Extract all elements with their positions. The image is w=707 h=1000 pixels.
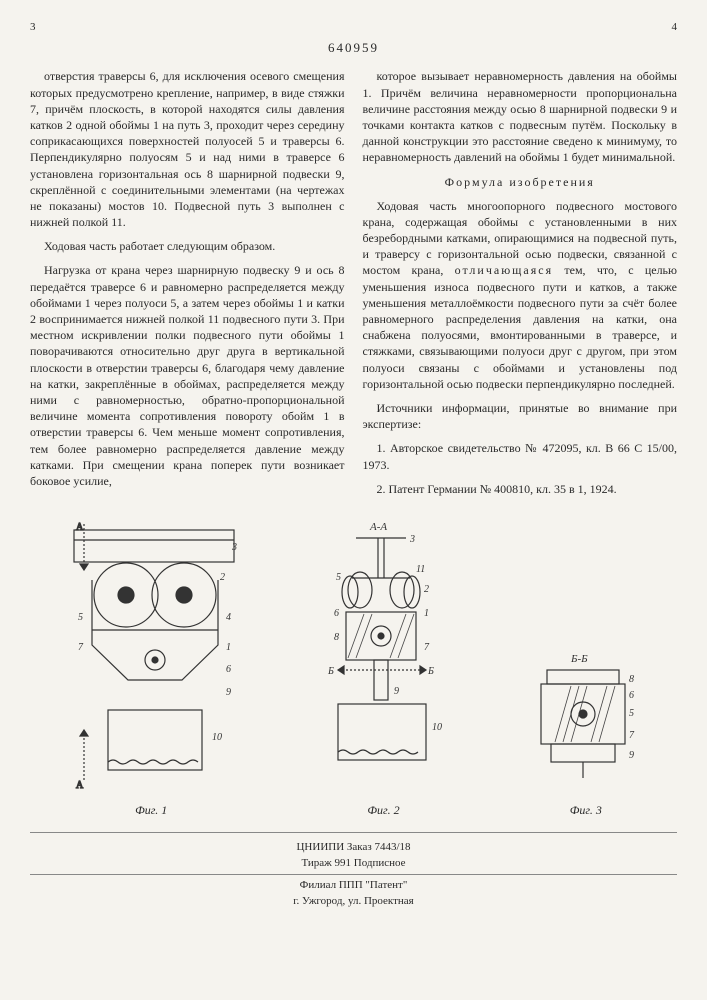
svg-text:9: 9 [629, 750, 634, 761]
svg-text:7: 7 [78, 642, 84, 653]
right-p2: Ходовая часть многоопорного подвесного м… [363, 198, 678, 392]
svg-text:5: 5 [336, 572, 341, 583]
footer-filial: Филиал ППП "Патент" [30, 878, 677, 893]
svg-text:3: 3 [231, 542, 237, 553]
svg-text:6: 6 [629, 690, 634, 701]
page-num-right: 4 [672, 20, 678, 35]
right-column: которое вызывает неравномерность давлени… [363, 68, 678, 505]
svg-text:9: 9 [394, 686, 399, 697]
source-2: 2. Патент Германии № 400810, кл. 35 в 1,… [363, 481, 678, 497]
fig2-svg: А-А [298, 520, 468, 800]
svg-text:А-А: А-А [369, 521, 387, 533]
svg-text:10: 10 [432, 722, 442, 733]
page-header: 3 4 [30, 20, 677, 35]
svg-text:5: 5 [78, 612, 83, 623]
svg-text:8: 8 [334, 632, 339, 643]
claim-distinguish: отличающаяся [455, 263, 553, 277]
svg-text:11: 11 [416, 564, 425, 575]
patent-number: 640959 [30, 39, 677, 57]
svg-text:4: 4 [226, 612, 231, 623]
svg-text:A: A [76, 780, 84, 791]
claim-body: тем, что, с целью уменьшения износа подв… [363, 263, 678, 390]
fig1-label: Фиг. 1 [56, 802, 246, 818]
left-p1: отверстия траверсы 6, для исключения осе… [30, 68, 345, 230]
svg-text:1: 1 [424, 608, 429, 619]
svg-text:6: 6 [334, 608, 339, 619]
formula-title: Формула изобретения [363, 174, 678, 190]
sources-title: Источники информации, принятые во вниман… [363, 400, 678, 432]
right-p1: которое вызывает неравномерность давлени… [363, 68, 678, 165]
svg-text:A: A [76, 522, 84, 533]
footer: ЦНИИПИ Заказ 7443/18 Тираж 991 Подписное… [30, 832, 677, 908]
svg-text:7: 7 [629, 730, 635, 741]
figure-1: A A 3 [56, 520, 246, 818]
figure-2: А-А [298, 520, 468, 818]
left-column: отверстия траверсы 6, для исключения осе… [30, 68, 345, 505]
page-num-left: 3 [30, 20, 36, 35]
fig1-svg: A A 3 [56, 520, 246, 800]
svg-text:7: 7 [424, 642, 430, 653]
fig3-svg: Б-Б 8 6 5 7 [521, 650, 651, 800]
source-1: 1. Авторское свидетельство № 472095, кл.… [363, 440, 678, 472]
footer-order: ЦНИИПИ Заказ 7443/18 [30, 840, 677, 855]
svg-text:10: 10 [212, 732, 222, 743]
fig3-label: Фиг. 3 [521, 802, 651, 818]
footer-address: г. Ужгород, ул. Проектная [30, 894, 677, 909]
svg-text:1: 1 [226, 642, 231, 653]
svg-text:2: 2 [424, 584, 429, 595]
svg-text:6: 6 [226, 664, 231, 675]
svg-text:5: 5 [629, 708, 634, 719]
left-p3: Нагрузка от крана через шарнирную подвес… [30, 262, 345, 489]
svg-text:2: 2 [220, 572, 225, 583]
svg-text:3: 3 [409, 534, 415, 545]
figures-row: A A 3 [30, 520, 677, 818]
figure-3: Б-Б 8 6 5 7 [521, 650, 651, 818]
fig2-label: Фиг. 2 [298, 802, 468, 818]
svg-text:8: 8 [629, 674, 634, 685]
left-p2: Ходовая часть работает следующим образом… [30, 238, 345, 254]
footer-tirazh: Тираж 991 Подписное [30, 856, 677, 871]
svg-text:9: 9 [226, 687, 231, 698]
svg-text:Б: Б [327, 666, 334, 677]
svg-text:Б: Б [427, 666, 434, 677]
svg-text:Б-Б: Б-Б [570, 653, 588, 665]
text-columns: отверстия траверсы 6, для исключения осе… [30, 68, 677, 505]
